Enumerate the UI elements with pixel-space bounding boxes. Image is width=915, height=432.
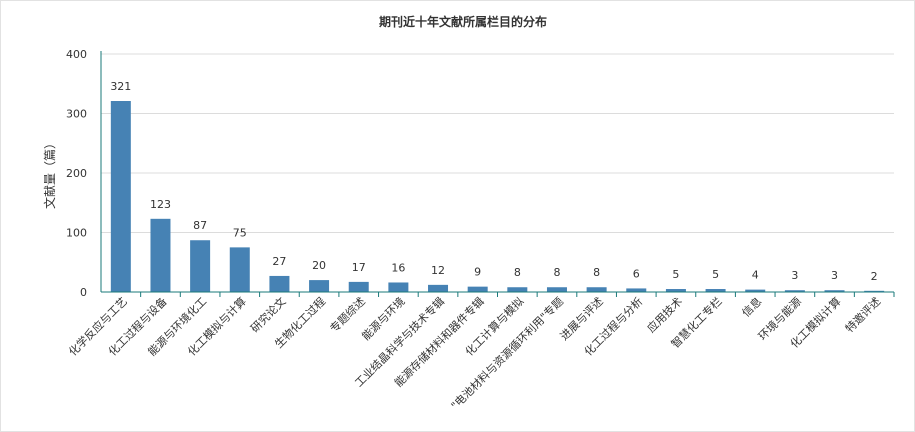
bar[interactable]	[150, 218, 171, 292]
data-label: 12	[431, 264, 445, 277]
bar[interactable]	[824, 290, 845, 292]
bar[interactable]	[705, 289, 726, 292]
y-tick-label: 200	[66, 167, 87, 180]
bar[interactable]	[784, 290, 805, 292]
y-tick-label: 100	[66, 227, 87, 240]
x-tick-label: 研究论文	[248, 294, 289, 335]
bar[interactable]	[388, 282, 409, 292]
data-label: 17	[352, 261, 366, 274]
y-tick-label: 300	[66, 108, 87, 121]
bar[interactable]	[428, 284, 449, 292]
data-label: 4	[752, 269, 759, 282]
data-label: 5	[672, 268, 679, 281]
data-label: 123	[150, 198, 171, 211]
y-tick-label: 0	[80, 286, 87, 299]
data-label: 75	[233, 226, 247, 239]
data-label: 27	[272, 255, 286, 268]
y-axis-label: 文献量（篇）	[42, 137, 57, 209]
bar[interactable]	[745, 289, 766, 292]
data-label: 87	[193, 219, 207, 232]
data-label: 20	[312, 259, 326, 272]
x-tick-label: 专题综述	[327, 294, 368, 335]
data-label: 16	[391, 261, 405, 274]
bar[interactable]	[665, 289, 686, 292]
bar[interactable]	[110, 101, 131, 292]
bar[interactable]	[190, 240, 211, 292]
bar[interactable]	[309, 280, 330, 292]
bar[interactable]	[626, 288, 647, 292]
bar[interactable]	[348, 281, 369, 292]
labels: 0100200300400321化学反应与工艺123化工过程与设备87能源与环境…	[66, 48, 884, 412]
bar[interactable]	[229, 247, 250, 292]
bar[interactable]	[546, 287, 567, 292]
data-label: 8	[514, 266, 521, 279]
bar[interactable]	[467, 286, 488, 292]
data-label: 8	[593, 266, 600, 279]
bar[interactable]	[586, 287, 607, 292]
bar[interactable]	[507, 287, 528, 292]
x-tick-label: 应用技术	[644, 294, 685, 335]
gridlines	[101, 53, 894, 233]
data-label: 321	[110, 80, 131, 93]
bar[interactable]	[864, 290, 885, 292]
y-tick-label: 400	[66, 48, 87, 61]
data-label: 5	[712, 268, 719, 281]
bars	[110, 101, 885, 292]
axes	[100, 51, 895, 297]
x-tick-label: 信息	[739, 294, 764, 319]
data-label: 8	[553, 266, 560, 279]
data-label: 3	[791, 269, 798, 282]
data-label: 9	[474, 266, 481, 279]
data-label: 6	[633, 267, 640, 280]
bar[interactable]	[269, 275, 290, 292]
data-label: 2	[871, 270, 878, 283]
chart-title: 期刊近十年文献所属栏目的分布	[379, 14, 547, 29]
data-label: 3	[831, 269, 838, 282]
x-tick-label: 特邀评述	[842, 294, 883, 335]
